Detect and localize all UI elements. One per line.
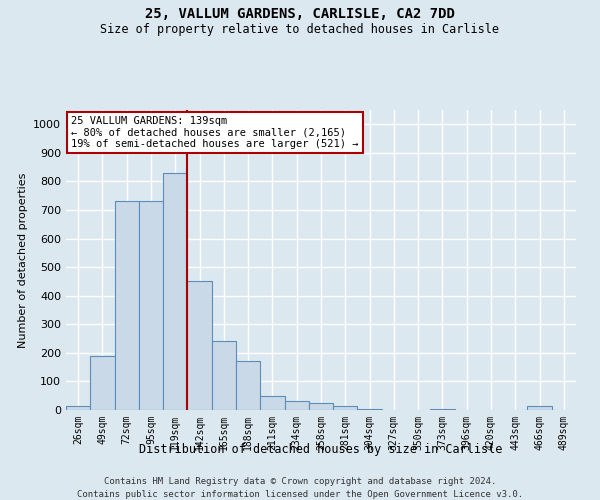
Text: 25, VALLUM GARDENS, CARLISLE, CA2 7DD: 25, VALLUM GARDENS, CARLISLE, CA2 7DD	[145, 8, 455, 22]
Bar	[187, 282, 212, 410]
Text: Size of property relative to detached houses in Carlisle: Size of property relative to detached ho…	[101, 22, 499, 36]
Bar	[115, 202, 139, 410]
Text: 25 VALLUM GARDENS: 139sqm
← 80% of detached houses are smaller (2,165)
19% of se: 25 VALLUM GARDENS: 139sqm ← 80% of detac…	[71, 116, 359, 149]
Bar	[163, 173, 187, 410]
Bar	[309, 403, 333, 410]
Text: Contains HM Land Registry data © Crown copyright and database right 2024.: Contains HM Land Registry data © Crown c…	[104, 478, 496, 486]
Bar	[139, 202, 163, 410]
Text: Contains public sector information licensed under the Open Government Licence v3: Contains public sector information licen…	[77, 490, 523, 499]
Y-axis label: Number of detached properties: Number of detached properties	[17, 172, 28, 348]
Bar	[260, 396, 284, 410]
Bar	[90, 356, 115, 410]
Bar	[236, 362, 260, 410]
Bar	[284, 402, 309, 410]
Bar	[430, 408, 455, 410]
Bar	[527, 406, 552, 410]
Text: Distribution of detached houses by size in Carlisle: Distribution of detached houses by size …	[139, 442, 503, 456]
Bar	[66, 406, 90, 410]
Bar	[358, 408, 382, 410]
Bar	[212, 342, 236, 410]
Bar	[333, 406, 358, 410]
